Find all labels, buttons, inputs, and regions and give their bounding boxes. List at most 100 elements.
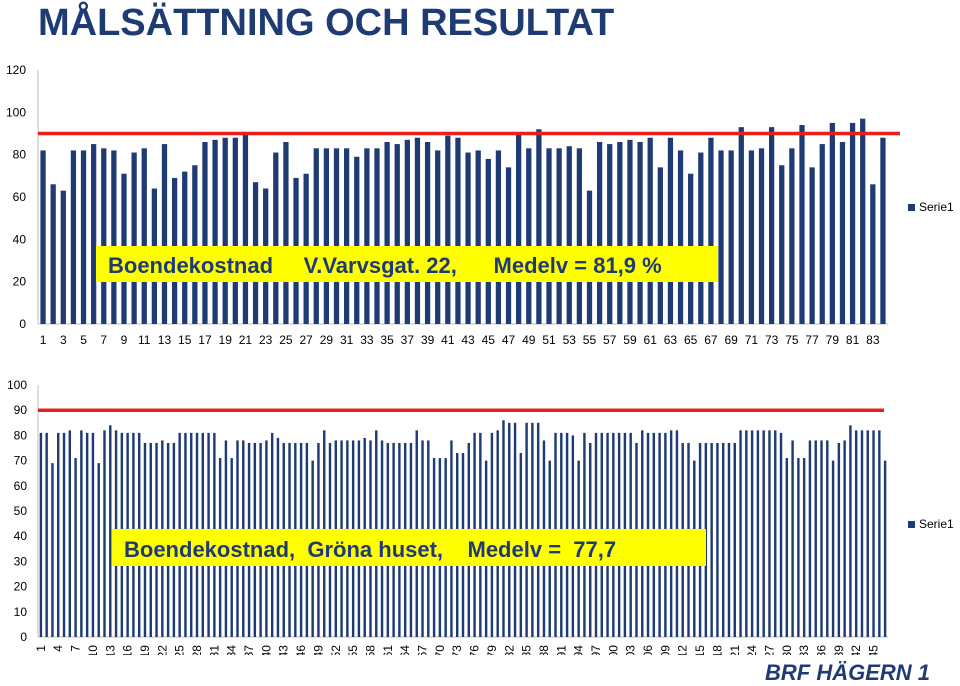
x-tick-label: 22 — [155, 645, 169, 655]
x-tick-label: 65 — [684, 333, 698, 347]
y-tick-label: 70 — [14, 454, 28, 468]
bar — [779, 432, 783, 637]
bar — [637, 141, 643, 324]
x-tick-label: 5 — [80, 333, 87, 347]
y-tick-label: 60 — [14, 479, 28, 493]
bar — [843, 440, 846, 637]
x-tick-label: 13 — [103, 645, 117, 655]
x-tick-label: 19 — [219, 333, 233, 347]
bar — [354, 156, 360, 324]
bar — [161, 144, 168, 324]
bar — [111, 150, 117, 324]
bar — [748, 150, 755, 324]
x-tick-label: 83 — [866, 333, 880, 347]
x-tick-label: 73 — [765, 333, 779, 347]
bar — [733, 442, 736, 637]
bar — [769, 127, 775, 325]
y-tick-label: 60 — [13, 190, 27, 204]
bar — [333, 148, 340, 324]
bar — [51, 463, 54, 637]
x-tick-label: 51 — [542, 333, 556, 347]
x-tick-label: 124 — [745, 645, 759, 655]
x-tick-label: 37 — [401, 333, 415, 347]
x-tick-label: 142 — [849, 645, 863, 655]
bar — [708, 137, 714, 324]
bar — [502, 420, 505, 637]
bar — [878, 430, 881, 637]
x-tick-label: 133 — [797, 645, 811, 655]
x-tick-label: 19 — [138, 645, 152, 655]
x-tick-label: 112 — [676, 645, 690, 655]
bar — [103, 430, 106, 637]
x-tick-label: 55 — [346, 645, 360, 655]
x-tick-label: 59 — [623, 333, 637, 347]
x-tick-label: 57 — [603, 333, 617, 347]
x-tick-label: 13 — [158, 333, 172, 347]
bar — [627, 139, 633, 324]
legend-swatch — [908, 521, 915, 528]
y-tick-label: 80 — [14, 428, 28, 442]
y-tick-label: 100 — [7, 378, 27, 392]
x-tick-label: 16 — [121, 645, 135, 655]
bar — [797, 458, 800, 637]
bar — [97, 463, 100, 637]
x-tick-label: 82 — [502, 645, 516, 655]
bar — [872, 430, 875, 637]
x-tick-label: 64 — [398, 645, 412, 655]
legend-label: Serie1 — [919, 200, 954, 214]
footer-brand: BRF HÄGERN 1 — [765, 660, 931, 685]
x-tick-label: 81 — [846, 333, 860, 347]
bar — [657, 167, 663, 324]
x-tick-label: 49 — [522, 333, 536, 347]
y-tick-label: 40 — [13, 232, 27, 246]
y-tick-label: 90 — [14, 403, 28, 417]
bar — [837, 442, 841, 637]
bar — [789, 148, 795, 324]
x-tick-label: 85 — [520, 645, 534, 655]
bar — [202, 141, 208, 324]
bar — [576, 148, 582, 324]
bar — [39, 432, 43, 637]
bar — [799, 125, 805, 324]
x-tick-label: 76 — [468, 645, 482, 655]
bar — [808, 440, 812, 637]
x-tick-label: 39 — [421, 333, 435, 347]
x-tick-label: 31 — [340, 333, 354, 347]
bar — [465, 152, 471, 324]
x-tick-label: 67 — [704, 333, 718, 347]
bar — [716, 442, 719, 637]
x-tick-label: 97 — [589, 645, 603, 655]
x-tick-label: 91 — [554, 645, 568, 655]
bar — [516, 133, 522, 324]
x-tick-label: 40 — [259, 645, 273, 655]
y-tick-label: 100 — [6, 105, 26, 119]
x-tick-label: 45 — [482, 333, 496, 347]
bar — [131, 152, 137, 324]
x-tick-label: 71 — [745, 333, 759, 347]
bar — [819, 144, 825, 324]
bar — [831, 460, 835, 637]
bar — [80, 150, 87, 324]
bar — [485, 158, 491, 324]
bar — [455, 137, 461, 324]
bar — [647, 137, 653, 324]
annotation-box — [96, 246, 718, 282]
bar — [607, 144, 613, 324]
bar — [721, 442, 725, 637]
bar — [212, 139, 218, 324]
x-tick-label: 70 — [433, 645, 447, 655]
x-tick-label: 43 — [277, 645, 291, 655]
bar — [762, 430, 765, 637]
x-tick-label: 1 — [40, 333, 47, 347]
bar — [495, 150, 502, 324]
x-tick-label: 35 — [380, 333, 394, 347]
bar — [57, 432, 60, 637]
x-tick-label: 79 — [485, 645, 499, 655]
bar — [860, 118, 866, 325]
bar — [68, 430, 72, 637]
bar — [745, 430, 748, 637]
bar — [883, 460, 887, 637]
bar — [526, 148, 532, 324]
